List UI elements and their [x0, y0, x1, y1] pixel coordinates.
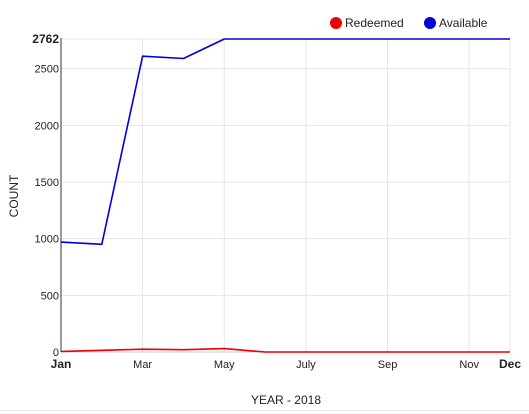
x-tick-labels: Jan Mar May July Sep Nov Dec — [51, 357, 522, 371]
series-line-redeemed[interactable] — [60, 347, 510, 353]
y-tick-label: 1000 — [35, 234, 59, 246]
axes — [60, 38, 510, 353]
y-tick-label: 2500 — [35, 64, 59, 76]
y-tick-label: 1500 — [35, 177, 59, 189]
x-axis-title: YEAR - 2018 — [251, 393, 321, 407]
x-tick-label: Dec — [499, 357, 521, 371]
legend-item-available[interactable]: Available — [424, 16, 488, 30]
x-tick-label: July — [296, 359, 316, 371]
x-tick-label: Mar — [133, 359, 152, 371]
y-tick-label: 2762 — [32, 32, 59, 46]
series-lines — [60, 38, 510, 353]
series-line-available[interactable] — [60, 38, 510, 246]
legend-label: Available — [439, 16, 488, 30]
grid — [61, 38, 511, 352]
legend-label: Redeemed — [345, 16, 404, 30]
y-tick-label: 500 — [41, 290, 59, 302]
y-tick-label: 0 — [53, 347, 59, 359]
legend-swatch — [424, 17, 436, 29]
x-tick-label: Jan — [51, 357, 72, 371]
y-axis-title: COUNT — [7, 174, 21, 217]
legend-item-redeemed[interactable]: Redeemed — [330, 16, 404, 30]
bottom-divider — [0, 410, 529, 411]
x-tick-label: Nov — [459, 359, 479, 371]
y-tick-label: 2000 — [35, 120, 59, 132]
y-tick-labels: 0 500 1000 1500 2000 2500 2762 — [32, 32, 59, 359]
legend-swatch — [330, 17, 342, 29]
x-tick-label: May — [214, 359, 235, 371]
legend[interactable]: Redeemed Available — [330, 16, 488, 30]
x-tick-label: Sep — [378, 359, 398, 371]
